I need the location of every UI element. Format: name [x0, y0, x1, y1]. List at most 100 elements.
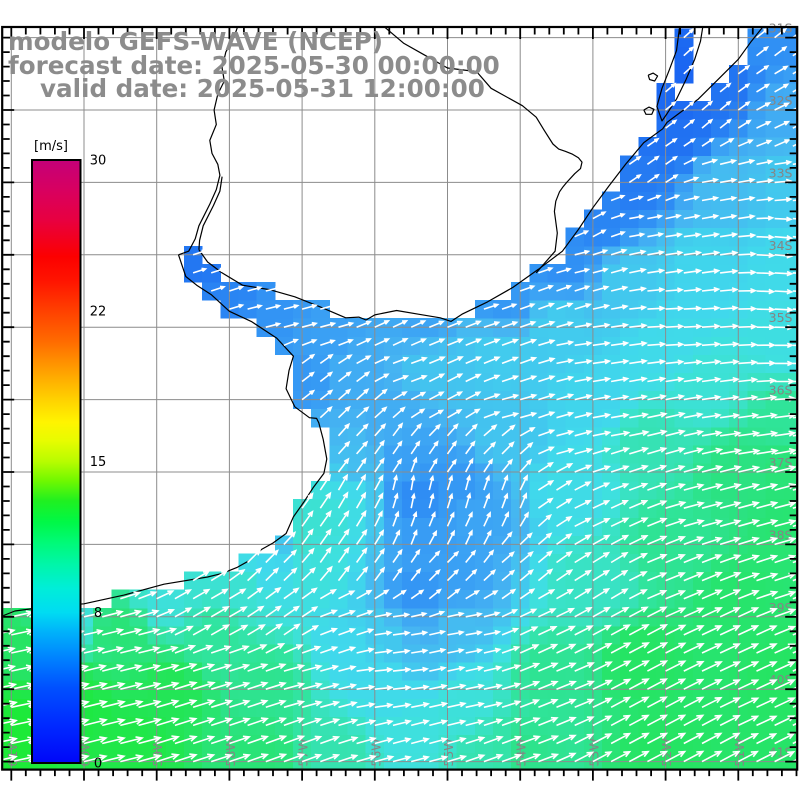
sea-cell: [311, 499, 330, 518]
wave-arrow: [720, 341, 740, 348]
wave-arrow: [465, 719, 485, 727]
wave-arrow: [447, 338, 464, 347]
wave-arrow: [719, 394, 740, 401]
wave-arrow: [356, 338, 372, 347]
wave-arrow: [756, 519, 779, 528]
wave-arrow: [210, 285, 226, 292]
wave-arrow: [665, 411, 686, 419]
wave-arrow: [447, 754, 468, 763]
wave-arrow: [483, 569, 497, 582]
wave-arrow: [192, 753, 216, 763]
wave-arrow: [629, 323, 648, 329]
wave-arrow: [537, 461, 554, 473]
wave-arrow: [538, 589, 556, 600]
wave-arrow: [537, 513, 553, 527]
wave-arrow: [792, 704, 797, 709]
wave-arrow: [774, 447, 797, 455]
wave-arrow: [537, 550, 553, 564]
wave-arrow: [410, 374, 428, 383]
wave-arrow: [283, 623, 301, 636]
wave-arrow: [283, 700, 306, 709]
wave-arrow: [337, 528, 350, 545]
map-frame: [1, 25, 799, 781]
wave-arrow: [792, 668, 797, 672]
wave-arrow: [647, 411, 668, 419]
wave-arrow: [701, 100, 714, 111]
wave-arrow: [83, 736, 108, 745]
wave-arrow: [229, 735, 252, 745]
wave-arrow: [610, 606, 630, 618]
wave-arrow: [519, 588, 536, 600]
wave-arrow: [629, 286, 648, 292]
wave-arrow: [574, 588, 593, 600]
wave-arrow: [774, 65, 789, 75]
wave-arrow: [410, 492, 416, 509]
wave-arrow: [556, 340, 575, 347]
wave-arrow: [756, 178, 775, 184]
wave-arrow: [374, 737, 394, 745]
wave-arrow: [774, 608, 797, 618]
wave-arrow: [737, 625, 760, 636]
wave-arrow: [538, 284, 555, 292]
wave-arrow: [156, 717, 180, 727]
wave-arrow: [556, 358, 575, 365]
wave-arrow: [610, 678, 632, 690]
wave-arrow: [138, 699, 162, 709]
wave-arrow: [301, 735, 323, 745]
wave-arrow: [337, 457, 350, 473]
wave-arrow: [138, 609, 160, 618]
wave-arrow: [738, 159, 756, 166]
wave-arrow: [756, 572, 779, 582]
wave-arrow: [519, 680, 541, 690]
sea-cell: [383, 553, 403, 573]
wave-arrow: [629, 267, 647, 274]
wave-arrow: [737, 750, 759, 763]
wave-arrow: [519, 474, 528, 491]
wave-arrow: [337, 546, 350, 563]
wave-arrow: [629, 464, 649, 473]
wave-arrow: [210, 753, 233, 763]
wave-arrow: [465, 665, 485, 672]
wave-arrow: [647, 606, 668, 618]
wave-arrow: [174, 717, 198, 727]
wave-arrow: [83, 629, 104, 636]
wave-arrow: [792, 34, 797, 39]
wave-arrow: [465, 568, 478, 582]
wave-arrow: [120, 682, 144, 690]
sea-cell: [456, 553, 476, 573]
wave-arrow: [756, 448, 779, 455]
sea-cell: [383, 444, 403, 464]
wave-arrow: [283, 717, 305, 727]
wave-arrow: [574, 680, 596, 690]
wave-arrow: [501, 700, 522, 709]
wave-arrow: [410, 529, 418, 545]
wave-arrow: [683, 232, 702, 238]
wave-arrow: [102, 609, 124, 618]
wave-arrow: [229, 624, 249, 636]
wave-arrow: [538, 716, 559, 727]
wave-arrow: [210, 681, 234, 690]
sea-cell: [474, 517, 494, 536]
wave-arrow: [483, 511, 491, 527]
wave-arrow: [464, 474, 471, 491]
wave-arrow: [374, 406, 388, 419]
wave-arrow: [320, 339, 336, 347]
wave-arrow: [519, 551, 534, 564]
wave-arrow: [447, 701, 467, 709]
wave-arrow: [320, 700, 341, 709]
wave-arrow: [446, 511, 455, 527]
wave-arrow: [774, 590, 797, 600]
wave-arrow: [592, 551, 611, 564]
wave-arrow: [283, 587, 300, 600]
wave-arrow: [247, 717, 269, 727]
wave-arrow: [411, 611, 428, 618]
wave-arrow: [556, 643, 577, 654]
wave-arrow: [374, 548, 385, 563]
wave-arrow: [665, 376, 685, 383]
wave-arrow: [647, 464, 668, 473]
wave-arrow: [574, 249, 591, 256]
wave-arrow: [465, 423, 478, 437]
sea-cell: [765, 28, 785, 30]
wave-arrow: [774, 234, 794, 241]
sea-cell: [311, 517, 330, 536]
